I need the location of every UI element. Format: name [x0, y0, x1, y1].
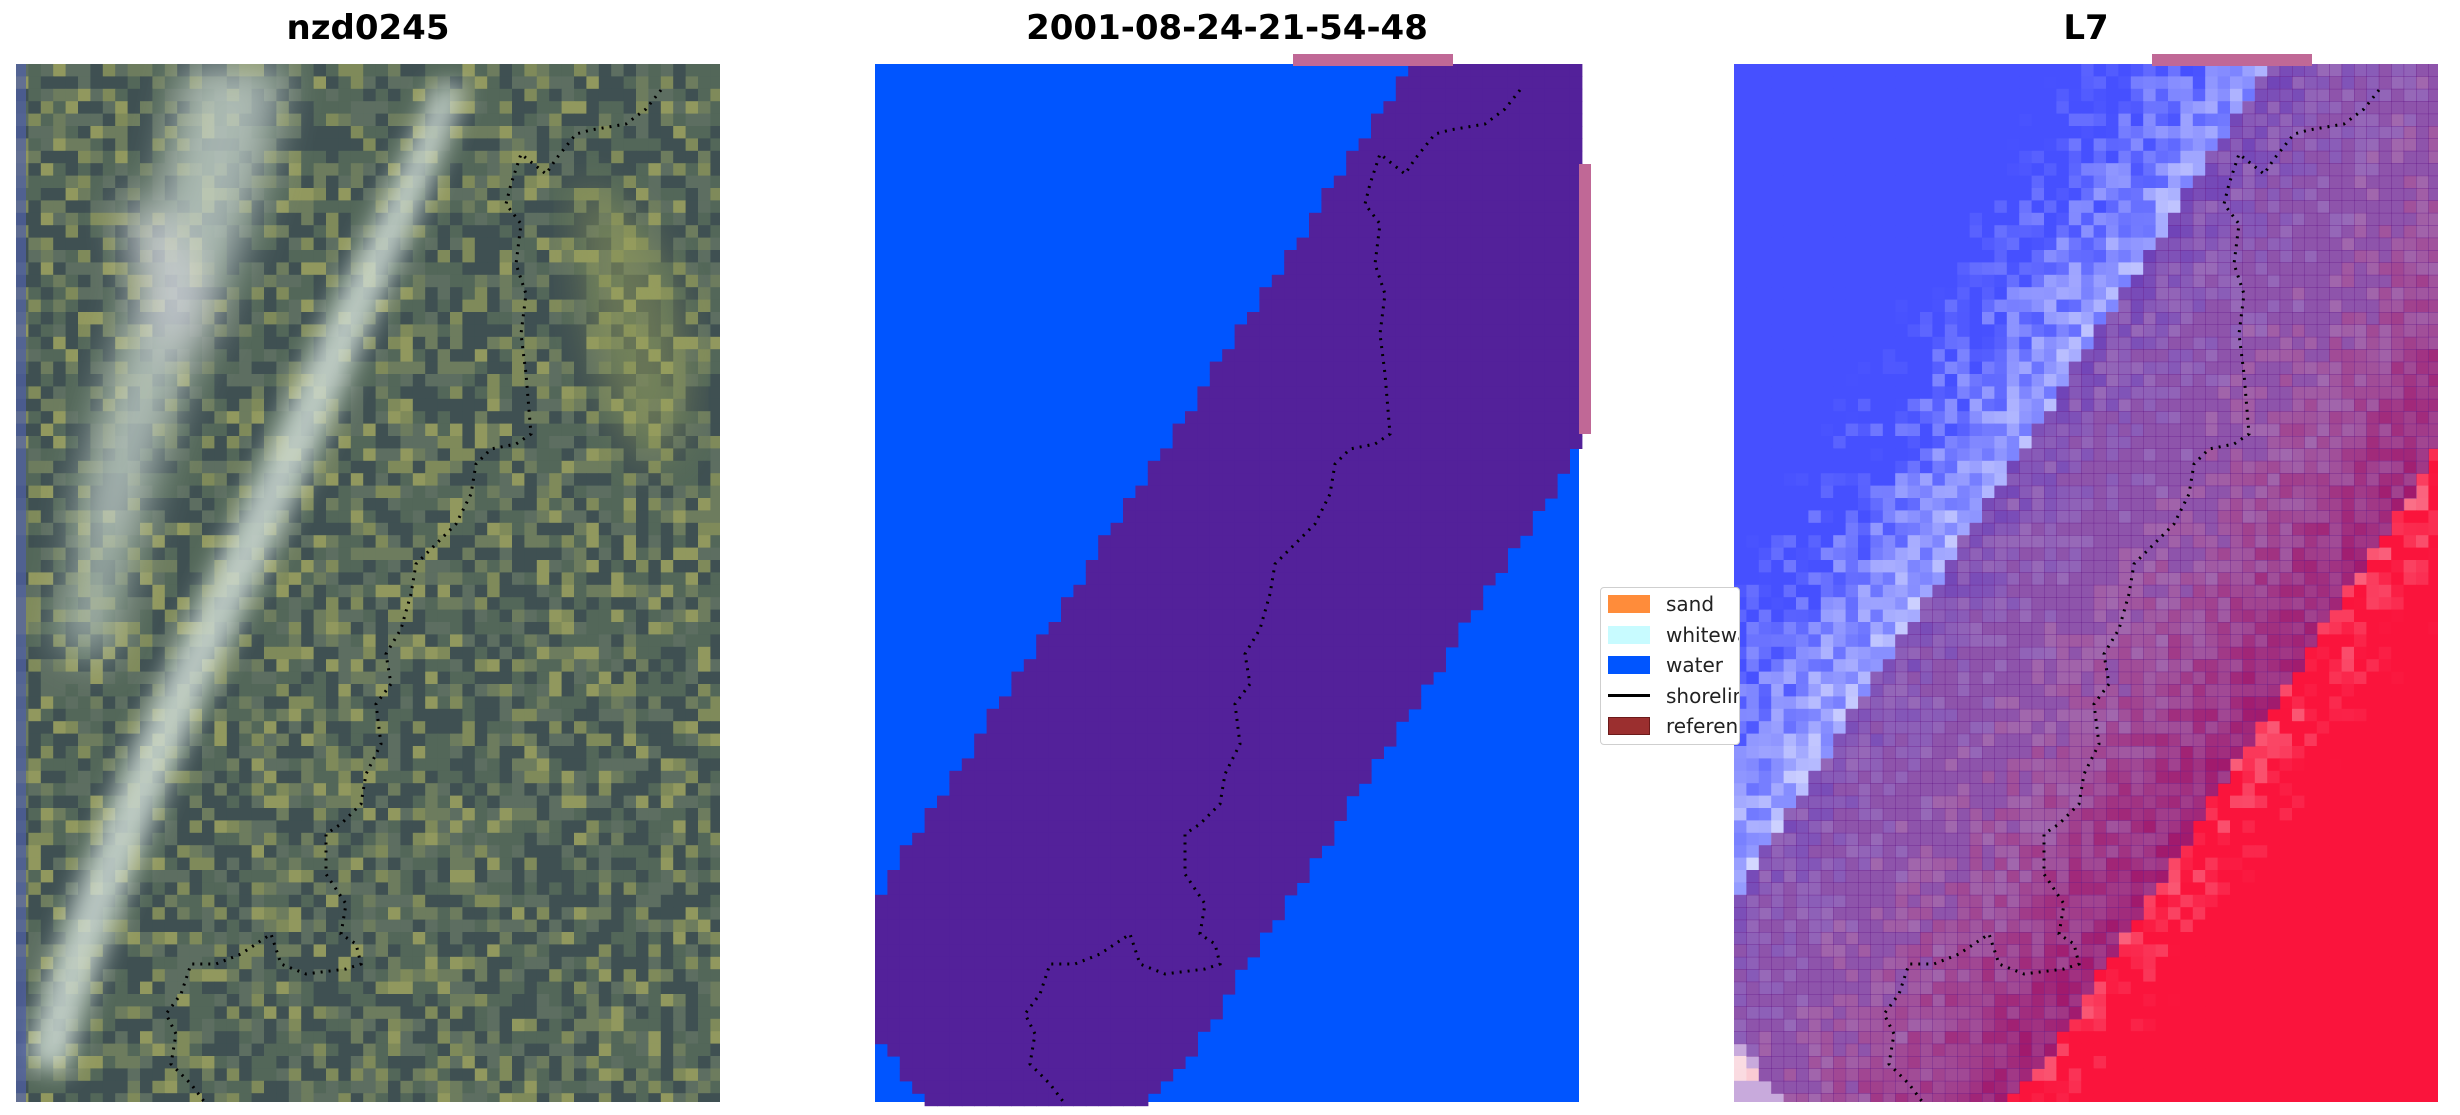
reference-strip-right — [1579, 164, 1591, 434]
panel-title-index: L7 — [2063, 8, 2109, 48]
legend-item-reference: reference — [1608, 712, 1739, 740]
overlay-region — [875, 64, 1583, 1107]
legend-item-sand: sand — [1608, 590, 1714, 618]
index-image-panel — [1734, 54, 2438, 1105]
shoreline-trace — [1882, 89, 2381, 1105]
panel-title-classified: 2001-08-24-21-54-48 — [1026, 8, 1428, 48]
legend: sand whitewater water shoreline reference — [1600, 587, 1740, 745]
legend-label-shoreline: shoreline — [1666, 683, 1739, 708]
panel-title-rgb: nzd0245 — [286, 8, 450, 48]
legend-swatch-water — [1608, 656, 1650, 674]
shoreline-trace — [164, 89, 663, 1102]
shoreline-trace — [1023, 89, 1522, 1105]
index-image — [1734, 54, 2438, 1105]
legend-label-whitewater: whitewater — [1666, 622, 1739, 647]
legend-swatch-sand — [1608, 595, 1650, 613]
legend-label-water: water — [1666, 653, 1723, 677]
reference-strip-top — [2152, 54, 2312, 66]
classified-image — [875, 54, 1591, 1107]
legend-item-water: water — [1608, 651, 1723, 679]
rgb-image-panel — [16, 64, 720, 1102]
legend-swatch-shoreline — [1608, 694, 1650, 697]
legend-swatch-whitewater — [1608, 625, 1650, 644]
legend-label-sand: sand — [1666, 592, 1715, 616]
legend-label-reference: reference — [1666, 714, 1739, 738]
legend-swatch-reference — [1608, 717, 1650, 735]
rgb-image — [16, 64, 720, 1102]
classified-image-panel — [875, 54, 1591, 1107]
legend-item-shoreline: shoreline — [1608, 682, 1739, 710]
reference-strip-top — [1293, 54, 1453, 66]
legend-item-whitewater: whitewater — [1608, 621, 1739, 649]
